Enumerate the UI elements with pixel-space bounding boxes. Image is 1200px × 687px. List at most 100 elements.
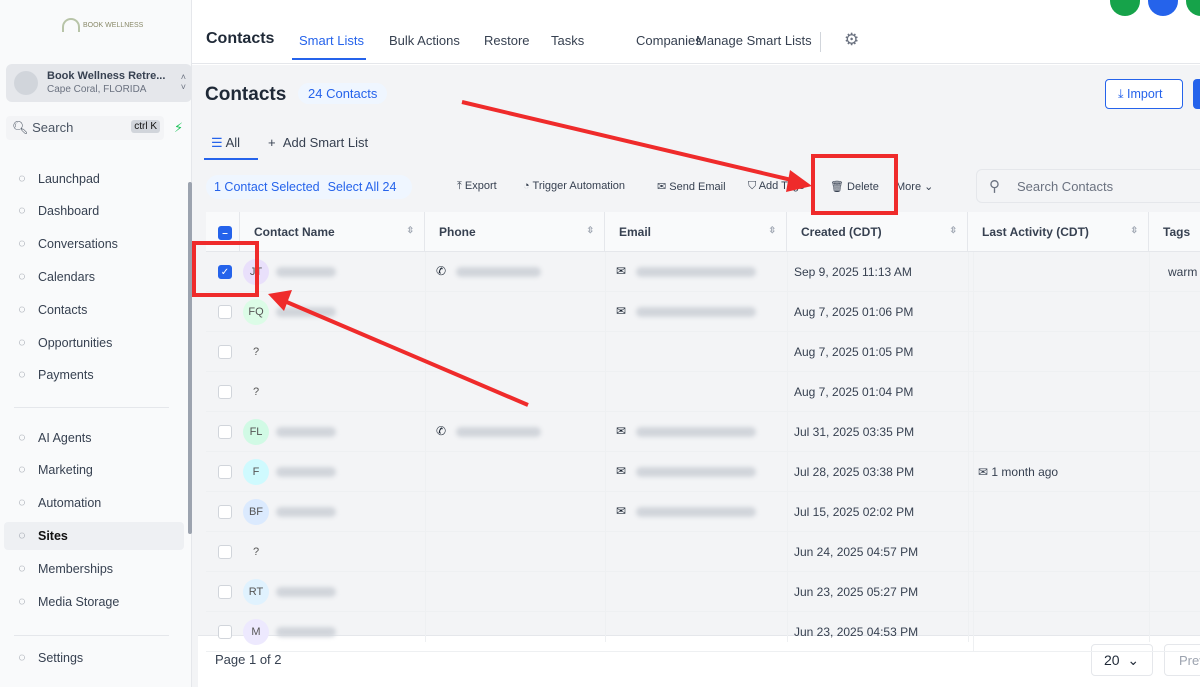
contact-name-redacted xyxy=(276,307,336,317)
email-icon: ✉ xyxy=(616,304,627,318)
sidebar-item-launchpad[interactable]: ◌ Launchpad xyxy=(14,171,99,187)
pagination: Page 1 of 2 20 ⌄ Prev xyxy=(198,635,1200,687)
selected-count: 1 Contact Selected xyxy=(214,180,320,194)
annotation-box-checkbox xyxy=(192,241,259,297)
per-page-select[interactable]: 20 ⌄ xyxy=(1091,644,1153,676)
annotation-box-delete xyxy=(811,154,898,215)
avatar: BF xyxy=(243,499,269,525)
selection-pill: 1 Contact Selected Select All 24 xyxy=(206,175,413,199)
phone-status-icon[interactable] xyxy=(1110,0,1140,16)
sidebar-item-memberships[interactable]: ◌ Memberships xyxy=(14,561,113,577)
table-row[interactable]: FQ ✉ Aug 7, 2025 01:06 PM xyxy=(206,292,1200,332)
contact-name-redacted xyxy=(276,467,336,477)
subtab-all[interactable]: ☰ All xyxy=(211,135,241,150)
row-checkbox[interactable] xyxy=(218,345,232,359)
email-redacted xyxy=(636,267,756,277)
sidebar-item-media-storage[interactable]: ◌ Media Storage xyxy=(14,594,119,610)
sort-icon: ⇳ xyxy=(586,225,594,235)
sidebar-item-ai-agents[interactable]: ◌ AI Agents xyxy=(14,430,91,446)
tab-bulk-actions[interactable]: Bulk Actions xyxy=(389,33,460,48)
table-row[interactable]: FL ✆ ✉ Jul 31, 2025 03:35 PM xyxy=(206,412,1200,452)
search-contacts-input[interactable]: ⚲ Search Contacts xyxy=(976,169,1200,203)
gear-icon[interactable]: ⚙︎ xyxy=(844,30,860,49)
table-row[interactable]: ? Jun 24, 2025 04:57 PM xyxy=(206,532,1200,572)
more-dropdown[interactable]: More ⌄ xyxy=(896,181,934,193)
column-header[interactable]: Last Activity (CDT) ⇳ xyxy=(968,212,1149,252)
logo: BOOK WELLNESS xyxy=(62,18,143,32)
table-row[interactable]: ? Aug 7, 2025 01:05 PM xyxy=(206,332,1200,372)
tab-smart-lists[interactable]: Smart Lists xyxy=(299,33,365,48)
chevron-updown-icon: ˄ ˅ xyxy=(180,72,186,92)
column-header[interactable]: Contact Name ⇳ xyxy=(240,212,425,252)
row-checkbox[interactable] xyxy=(218,465,232,479)
sidebar-item-contacts[interactable]: ◌ Contacts xyxy=(14,302,87,318)
column-header[interactable]: Phone ⇳ xyxy=(425,212,605,252)
email-icon: ✉ xyxy=(616,504,627,518)
delete-button[interactable]: 🗑︎ Delete xyxy=(830,181,879,193)
sidebar-item-settings[interactable]: ◌ Settings xyxy=(14,650,83,666)
avatar: FQ xyxy=(243,299,269,325)
table-row[interactable]: ? Aug 7, 2025 01:04 PM xyxy=(206,372,1200,412)
table-row[interactable]: BF ✉ Jul 15, 2025 02:02 PM xyxy=(206,492,1200,532)
sidebar-item-payments[interactable]: ◌ Payments xyxy=(14,367,93,383)
add-tags-button[interactable]: ⛉ Add Tags xyxy=(748,180,805,192)
sidebar-item-dashboard[interactable]: ◌ Dashboard xyxy=(14,203,99,219)
user-avatar[interactable] xyxy=(1186,0,1200,16)
row-checkbox[interactable] xyxy=(218,385,232,399)
bolt-icon[interactable]: ⚡︎ xyxy=(174,120,184,135)
created-date: Jul 28, 2025 03:38 PM xyxy=(794,452,974,492)
table-row[interactable]: F ✉ Jul 28, 2025 03:38 PM ✉ 1 month ago xyxy=(206,452,1200,492)
contact-name-redacted xyxy=(276,507,336,517)
tab-tasks[interactable]: Tasks xyxy=(551,33,585,48)
app-icon[interactable] xyxy=(1148,0,1178,16)
trigger-automation-button[interactable]: ◔ Trigger Automation xyxy=(523,180,626,192)
import-button[interactable]: ⤓ Import xyxy=(1105,79,1183,109)
pipeline-icon: ◌ xyxy=(18,335,26,349)
account-switcher[interactable]: Book Wellness Retre... Cape Coral, FLORI… xyxy=(6,64,192,102)
export-button[interactable]: ⤒ Export xyxy=(457,180,497,192)
last-activity: ✉ 1 month ago xyxy=(978,465,1059,479)
avatar: ? xyxy=(243,539,269,565)
sparkle-icon: ◌ xyxy=(18,430,26,444)
sidebar-item-sites[interactable]: ◌ Sites xyxy=(14,528,67,544)
row-checkbox[interactable] xyxy=(218,625,232,639)
sidebar-scrollbar[interactable] xyxy=(188,182,192,534)
avatar: FL xyxy=(243,419,269,445)
add-smart-list-button[interactable]: + Add Smart List xyxy=(268,135,369,150)
sidebar-item-marketing[interactable]: ◌ Marketing xyxy=(14,462,92,478)
sidebar-item-conversations[interactable]: ◌ Conversations xyxy=(14,236,117,252)
section-title: Contacts xyxy=(206,30,275,47)
table-row[interactable]: ✓ JT ✆ ✉ Sep 9, 2025 11:13 AM warm xyxy=(206,252,1200,292)
row-checkbox[interactable]: ✓ xyxy=(218,265,232,279)
phone-icon: ✆ xyxy=(436,264,447,278)
sidebar-search[interactable]: 🔍︎ Search ctrl K xyxy=(6,116,164,140)
table-row[interactable]: M Jun 23, 2025 04:53 PM xyxy=(206,612,1200,652)
tab-companies[interactable]: Companies xyxy=(636,33,702,48)
send-icon: ◌ xyxy=(18,462,26,476)
column-header[interactable]: Tags xyxy=(1149,212,1200,252)
row-checkbox[interactable] xyxy=(218,545,232,559)
select-all-checkbox[interactable]: – xyxy=(218,226,232,240)
tab-manage-smart-lists[interactable]: Manage Smart Lists xyxy=(696,33,812,48)
tag-badge[interactable]: warm xyxy=(1159,261,1200,283)
sidebar-item-opportunities[interactable]: ◌ Opportunities xyxy=(14,335,112,351)
table-row[interactable]: RT Jun 23, 2025 05:27 PM xyxy=(206,572,1200,612)
contact-name-redacted xyxy=(276,627,336,637)
created-date: Aug 7, 2025 01:04 PM xyxy=(794,372,974,412)
calendar-icon: ◌ xyxy=(18,269,26,283)
row-checkbox[interactable] xyxy=(218,505,232,519)
send-email-button[interactable]: ✉ Send Email xyxy=(657,181,726,193)
column-header[interactable]: Created (CDT) ⇳ xyxy=(787,212,968,252)
tab-restore[interactable]: Restore xyxy=(484,33,530,48)
column-header[interactable]: Email ⇳ xyxy=(605,212,787,252)
row-checkbox[interactable] xyxy=(218,425,232,439)
email-redacted xyxy=(636,467,756,477)
sidebar-item-calendars[interactable]: ◌ Calendars xyxy=(14,269,95,285)
row-checkbox[interactable] xyxy=(218,305,232,319)
row-checkbox[interactable] xyxy=(218,585,232,599)
sidebar-item-automation[interactable]: ◌ Automation xyxy=(14,495,101,511)
image-icon: ◌ xyxy=(18,594,26,608)
select-all-button[interactable]: Select All 24 xyxy=(327,180,397,194)
add-contact-button[interactable] xyxy=(1193,79,1200,109)
prev-page-button[interactable]: Prev xyxy=(1164,644,1200,676)
